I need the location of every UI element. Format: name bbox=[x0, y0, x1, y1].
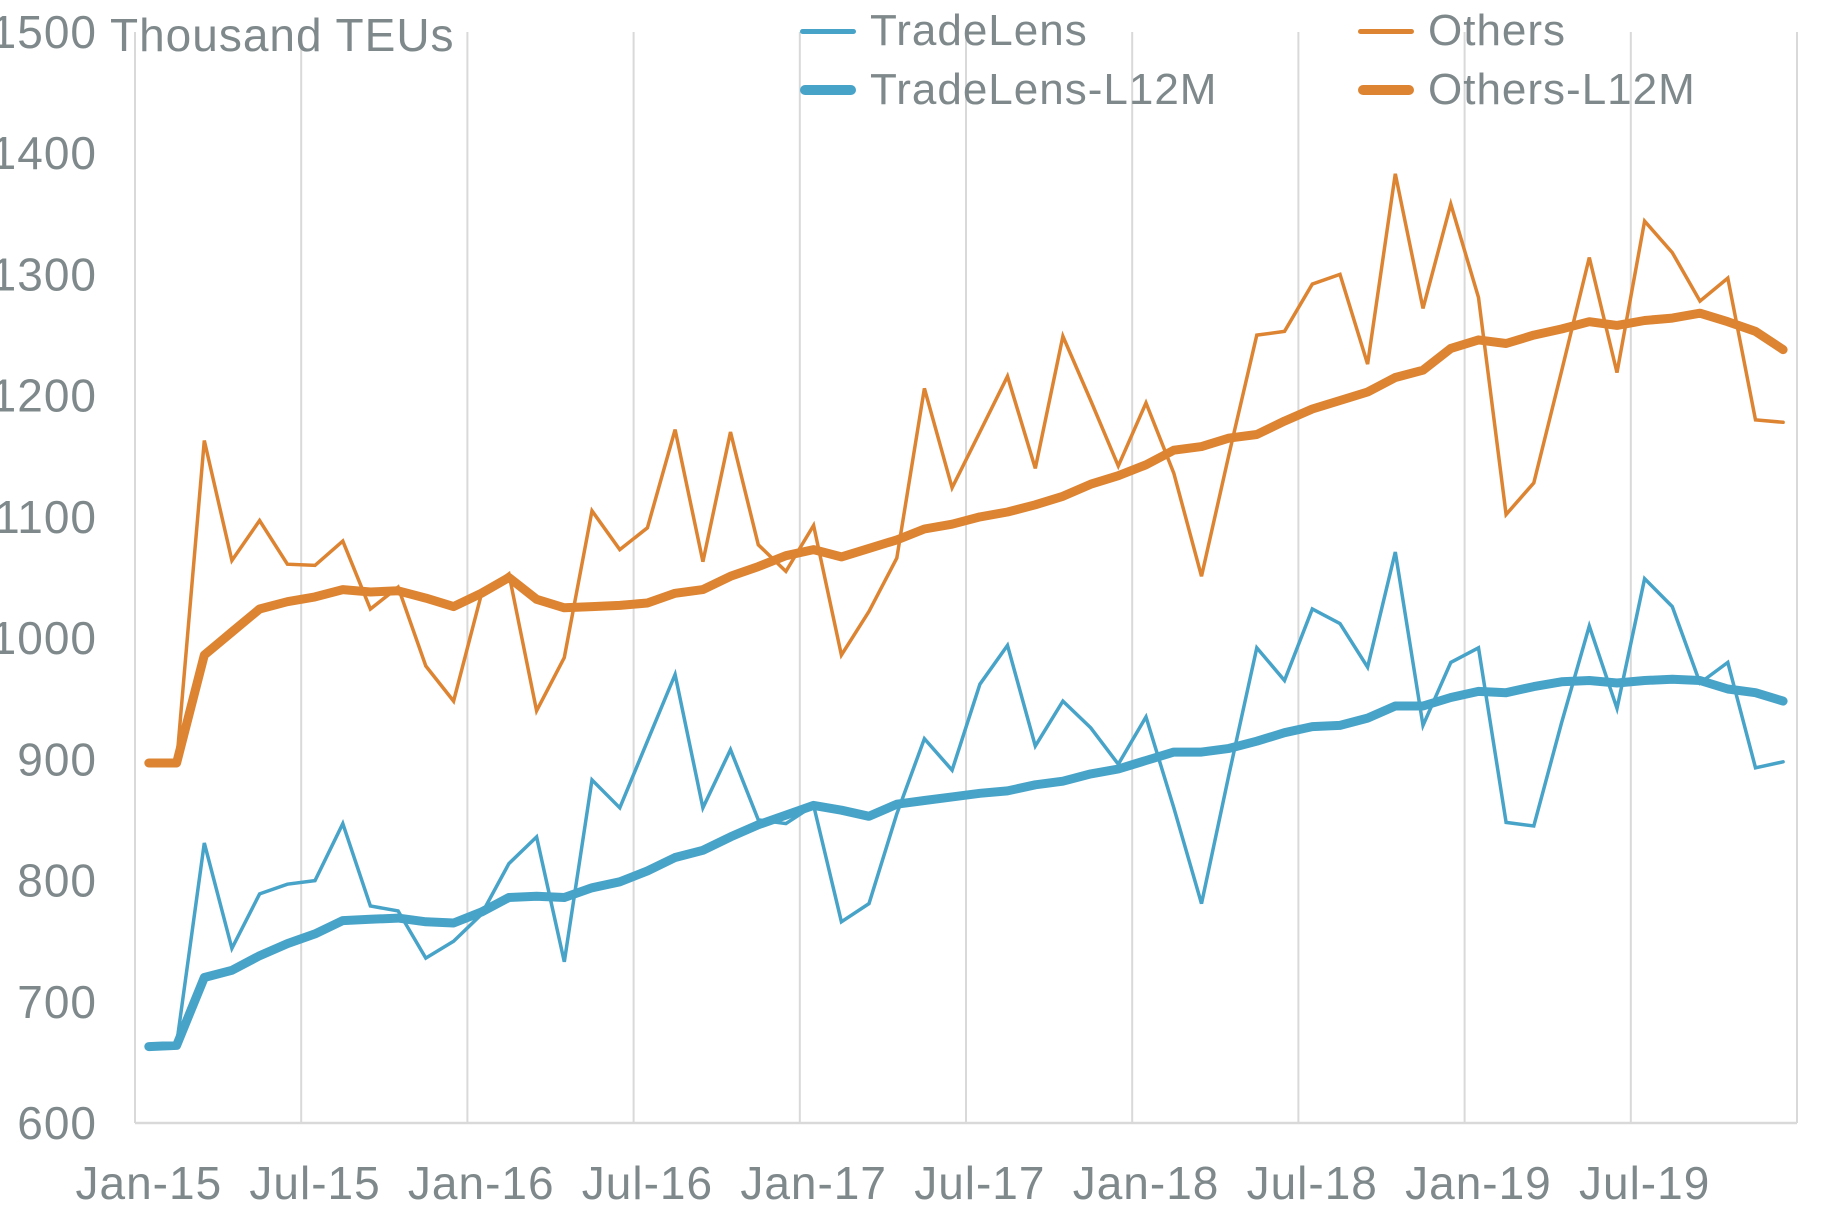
legend-label: TradeLens bbox=[870, 6, 1088, 55]
y-axis-label: 900 bbox=[17, 733, 97, 785]
legend-label: Others bbox=[1428, 6, 1567, 55]
x-axis-label: Jan-18 bbox=[1073, 1157, 1220, 1209]
y-axis-label: 1400 bbox=[0, 127, 97, 179]
y-axis-label: 1300 bbox=[0, 248, 97, 300]
legend-item-tradelens: TradeLens bbox=[800, 6, 1088, 55]
others-l12m-line-swatch-icon bbox=[1358, 85, 1414, 95]
x-axis-label: Jul-19 bbox=[1579, 1157, 1710, 1209]
x-axis-label: Jul-17 bbox=[914, 1157, 1045, 1209]
y-axis-label: 600 bbox=[17, 1097, 97, 1149]
x-axis-label: Jan-15 bbox=[76, 1157, 223, 1209]
tradelens-line-swatch-icon bbox=[800, 28, 856, 34]
legend-item-tradelens-l12m: TradeLens-L12M bbox=[800, 65, 1217, 114]
y-axis-label: 1100 bbox=[0, 491, 97, 543]
y-axis-label: 1000 bbox=[0, 612, 97, 664]
y-axis-label: 1500 bbox=[0, 6, 97, 58]
legend-item-others-l12m: Others-L12M bbox=[1358, 65, 1696, 114]
series-line-others-l12m bbox=[144, 308, 1788, 768]
x-axis-label: Jul-16 bbox=[582, 1157, 713, 1209]
legend-label: Others-L12M bbox=[1428, 65, 1696, 114]
tradelens-l12m-line-swatch-icon bbox=[800, 85, 856, 95]
legend-item-others: Others bbox=[1358, 6, 1566, 55]
y-axis-label: 800 bbox=[17, 855, 97, 907]
series-line-tradelens-l12m bbox=[144, 674, 1788, 1052]
others-line-swatch-icon bbox=[1358, 28, 1414, 34]
y-axis-label: 700 bbox=[17, 976, 97, 1028]
x-axis-label: Jul-15 bbox=[249, 1157, 380, 1209]
legend-label: TradeLens-L12M bbox=[870, 65, 1218, 114]
y-axis-title: Thousand TEUs bbox=[110, 9, 455, 61]
x-axis-label: Jan-19 bbox=[1405, 1157, 1552, 1209]
x-axis-label: Jul-18 bbox=[1247, 1157, 1378, 1209]
series-line-tradelens bbox=[147, 551, 1785, 1049]
x-axis-label: Jan-16 bbox=[408, 1157, 555, 1209]
y-axis-label: 1200 bbox=[0, 370, 97, 422]
x-axis-label: Jan-17 bbox=[740, 1157, 887, 1209]
series-line-others bbox=[147, 173, 1785, 765]
